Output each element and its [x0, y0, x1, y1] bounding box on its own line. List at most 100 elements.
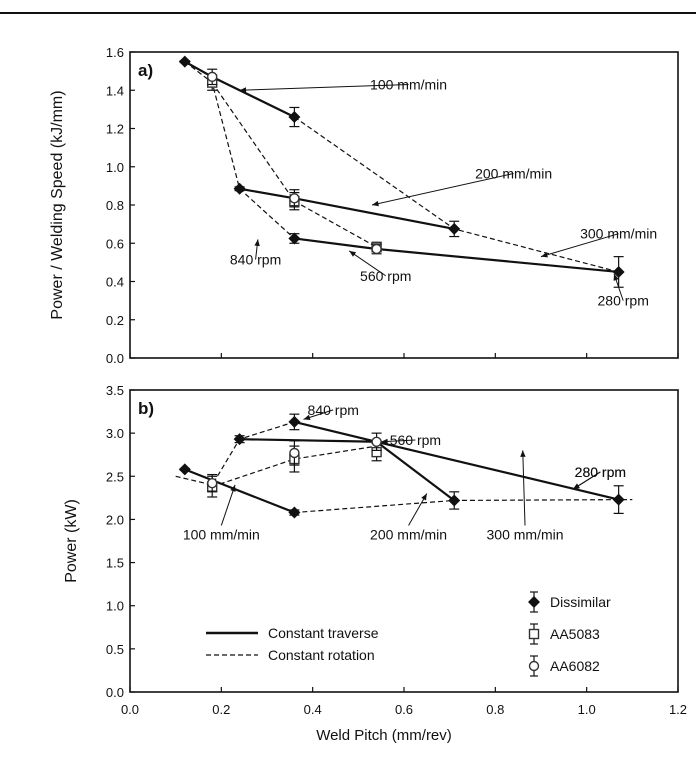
y-axis-label: Power (kW) — [63, 499, 80, 583]
annotation-arrowhead — [230, 484, 236, 492]
x-tick-label: 0.0 — [121, 702, 139, 717]
data-point-diamond — [612, 493, 625, 506]
annotation-arrowhead — [349, 250, 357, 257]
constant-rotation-line — [212, 445, 377, 488]
legend-label: AA5083 — [550, 626, 600, 642]
y-axis-label: Power / Welding Speed (kJ/mm) — [49, 90, 66, 319]
annotation-arrowhead — [572, 483, 580, 490]
constant-traverse-line — [294, 420, 619, 501]
constant-traverse-line — [239, 187, 455, 230]
y-tick-label: 1.5 — [106, 556, 124, 571]
annotation-arrowhead — [421, 493, 427, 501]
legend-label: Constant traverse — [268, 625, 379, 641]
constant-traverse-line — [294, 237, 619, 274]
data-point-diamond — [178, 463, 191, 476]
data-point-diamond — [288, 415, 301, 428]
data-point-diamond — [448, 222, 461, 235]
annotation-arrowhead — [613, 273, 619, 281]
panel-b: 0.0 0.5 1.0 1.5 2.0 2.5 3.0 3.5 0.0 0.2 0.4 0.6 0.8 1… — [63, 383, 687, 744]
data-point-circle — [289, 447, 300, 459]
legend-marker-square — [528, 628, 540, 640]
annotation-arrowhead — [303, 414, 311, 420]
x-tick-label: 0.4 — [304, 702, 322, 717]
panel-label: b) — [138, 399, 154, 418]
y-tick-label: 0.6 — [106, 236, 124, 251]
x-tick-label: 1.2 — [669, 702, 687, 717]
annotation-arrowhead — [372, 200, 379, 207]
annotation-label: 300 mm/min — [580, 226, 657, 242]
legend-label: AA6082 — [550, 658, 600, 674]
data-point-circle — [289, 193, 300, 204]
constant-rotation-line — [175, 421, 295, 486]
y-tick-label: 0.0 — [106, 351, 124, 366]
data-point-diamond — [288, 506, 301, 519]
y-tick-label: 1.0 — [106, 599, 124, 614]
data-point-circle — [206, 477, 218, 489]
annotation-label: 840 rpm — [230, 252, 281, 268]
x-tick-label: 1.0 — [578, 702, 596, 717]
annotation-arrow — [522, 450, 526, 526]
annotation-label: 560 rpm — [390, 432, 441, 448]
annotation-label: 280 rpm — [598, 293, 649, 309]
y-tick-label: 1.6 — [106, 45, 124, 60]
annotation-label: 200 mm/min — [475, 165, 552, 181]
annotation-label: 100 mm/min — [370, 77, 447, 93]
panel-a: 0.0 0.2 0.4 0.6 0.8 1.0 1.2 1.4 1.6 Power / Weldi… — [49, 45, 679, 366]
annotation-arrowhead — [254, 239, 260, 247]
constant-rotation-line — [294, 498, 633, 514]
panel-label: a) — [138, 61, 153, 80]
data-point-diamond — [612, 265, 625, 278]
data-point-diamond — [178, 55, 191, 68]
data-point-diamond — [448, 494, 461, 507]
y-tick-label: 0.0 — [106, 685, 124, 700]
data-point-circle — [371, 243, 382, 255]
x-tick-label: 0.6 — [395, 702, 413, 717]
legend-marker-diamond — [528, 596, 540, 608]
y-tick-label: 0.8 — [106, 198, 124, 213]
annotation-label: 300 mm/min — [487, 526, 564, 542]
constant-rotation-line — [184, 61, 295, 239]
annotation-label: 280 rpm — [575, 464, 626, 480]
data-point-diamond — [288, 232, 301, 245]
annotation-arrowhead — [541, 252, 548, 258]
x-tick-label: 0.2 — [212, 702, 230, 717]
y-tick-label: 3.0 — [106, 426, 124, 441]
annotation-arrow — [348, 250, 387, 277]
annotation-arrow — [239, 84, 409, 91]
top-rule — [0, 12, 696, 14]
annotation-arrowhead — [381, 438, 388, 445]
y-tick-label: 1.2 — [106, 122, 124, 137]
y-tick-label: 0.2 — [106, 313, 124, 328]
x-tick-label: 0.8 — [486, 702, 504, 717]
y-tick-label: 2.5 — [106, 469, 124, 484]
y-tick-label: 1.4 — [106, 83, 124, 98]
x-axis-label: Weld Pitch (mm/rev) — [316, 727, 452, 744]
y-tick-label: 2.0 — [106, 512, 124, 527]
annotation-label: 200 mm/min — [370, 526, 447, 542]
data-point-circle — [371, 436, 382, 447]
annotation-label: 560 rpm — [360, 268, 411, 284]
constant-rotation-line — [294, 116, 619, 273]
data-point-diamond — [288, 111, 301, 124]
constant-traverse-line — [239, 438, 455, 502]
annotation-arrowhead — [239, 87, 247, 93]
y-tick-label: 1.0 — [106, 160, 124, 175]
annotation-arrowhead — [520, 450, 526, 457]
annotation-label: 840 rpm — [308, 402, 359, 418]
data-point-circle — [206, 71, 218, 83]
plot-frame — [129, 51, 679, 359]
annotation-label: 100 mm/min — [183, 526, 260, 542]
y-tick-label: 0.4 — [106, 275, 124, 290]
y-tick-label: 3.5 — [106, 383, 124, 398]
annotation-arrow — [371, 172, 514, 206]
data-point-diamond — [233, 182, 246, 195]
legend-label: Constant rotation — [268, 647, 375, 663]
data-point-diamond — [233, 433, 246, 446]
annotation-arrow — [540, 233, 619, 258]
y-tick-label: 0.5 — [106, 642, 124, 657]
legend-marker-circle — [528, 660, 540, 672]
constant-traverse-line — [184, 468, 295, 514]
annotation-arrow — [220, 484, 236, 526]
legend-label: Dissimilar — [550, 594, 611, 610]
